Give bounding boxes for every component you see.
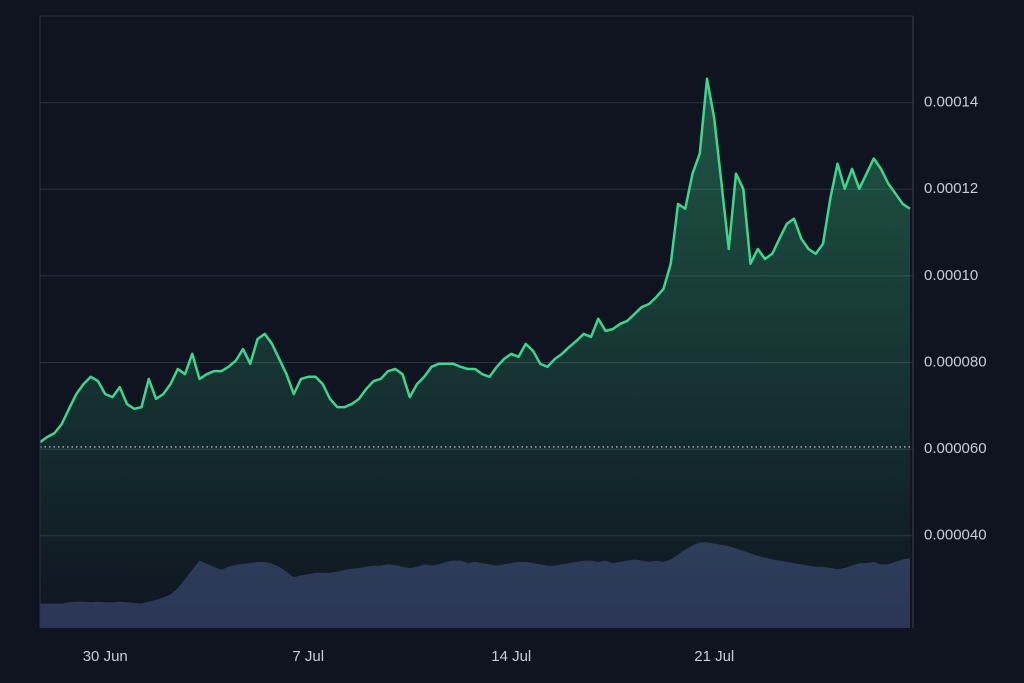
price-area [40, 78, 910, 628]
x-tick-label: 21 Jul [694, 648, 734, 665]
y-tick-label: 0.00014 [924, 94, 978, 111]
data-layer [39, 77, 913, 628]
x-tick-label: 14 Jul [491, 648, 531, 665]
y-tick-label: 0.000080 [924, 353, 987, 370]
y-tick-label: 0.00012 [924, 180, 978, 197]
x-tick-label: 7 Jul [292, 648, 324, 665]
y-tick-label: 0.00010 [924, 267, 978, 284]
x-tick-label: 30 Jun [83, 648, 128, 665]
label-layer: 0.000040 0.000060 0.000080 0.00010 0.00012 0.… [83, 94, 987, 665]
y-tick-label: 0.000060 [924, 440, 987, 457]
y-tick-label: 0.000040 [924, 527, 987, 544]
price-line [39, 77, 911, 444]
